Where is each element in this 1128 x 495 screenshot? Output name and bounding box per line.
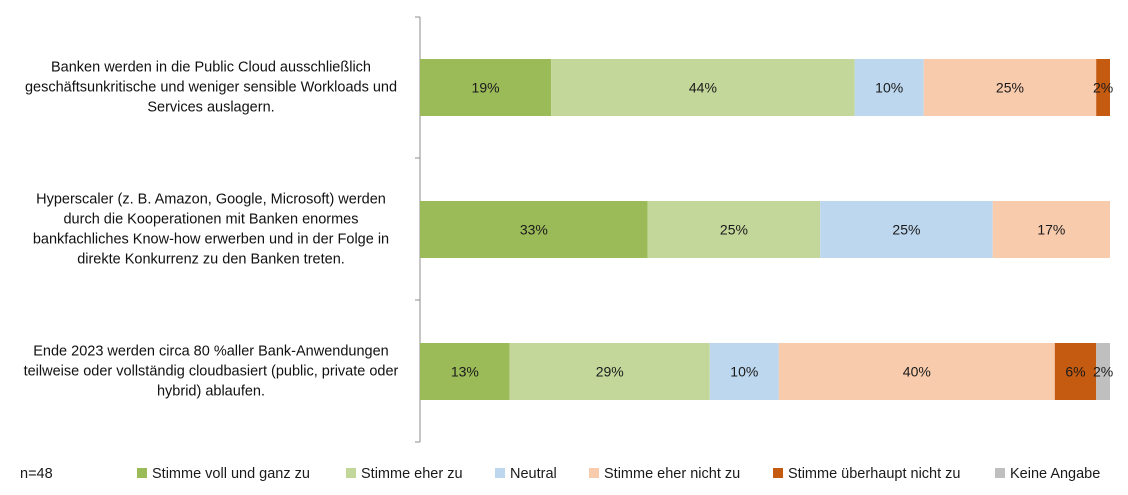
category-label-line: hybrid) ablaufen.	[157, 384, 265, 400]
bar-segment	[709, 343, 779, 400]
legend-swatch	[773, 468, 783, 478]
bar-segment	[820, 201, 993, 258]
bar-segment	[551, 59, 855, 116]
data-label: 44%	[689, 80, 717, 96]
bar-segment	[509, 343, 710, 400]
category-label: Ende 2023 werden circa 80 %aller Bank-An…	[24, 344, 399, 400]
data-label: 10%	[875, 80, 903, 96]
bar-segment	[778, 343, 1055, 400]
bar-segment	[923, 59, 1097, 116]
data-label-layer: 19% 44% 10% 25% 2% 33% 25% 25% 17% 13% 29% 10% 40% 6%…	[451, 80, 1113, 380]
data-label: 19%	[472, 80, 500, 96]
data-label: 13%	[451, 364, 479, 380]
legend-label: Stimme eher zu	[361, 466, 463, 482]
category-label: Banken werden in die Public Cloud aussch…	[25, 60, 397, 116]
category-label-line: Ende 2023 werden circa 80 %aller Bank-An…	[33, 344, 388, 360]
legend-label: Keine Angabe	[1010, 466, 1101, 482]
legend-label: Neutral	[510, 466, 557, 482]
data-label: 6%	[1065, 364, 1085, 380]
legend: n=48 Stimme voll und ganz zu Stimme eher …	[0, 463, 1128, 485]
category-label-line: teilweise oder vollständig cloudbasiert …	[24, 364, 399, 380]
legend-swatch	[495, 468, 505, 478]
legend-label: Stimme überhaupt nicht zu	[788, 466, 961, 482]
legend-swatch	[346, 468, 356, 478]
data-label: 25%	[720, 222, 748, 238]
data-label: 29%	[596, 364, 624, 380]
legend-swatch	[137, 468, 147, 478]
bar-segment	[854, 59, 924, 116]
bar-segment	[420, 201, 648, 258]
data-label: 10%	[730, 364, 758, 380]
data-label: 17%	[1037, 222, 1065, 238]
category-label: Hyperscaler (z. B. Amazon, Google, Micro…	[33, 192, 389, 268]
data-label: 2%	[1093, 364, 1113, 380]
legend-swatch	[589, 468, 599, 478]
bar-segment	[1096, 343, 1110, 400]
data-label: 25%	[892, 222, 920, 238]
data-label: 40%	[903, 364, 931, 380]
category-label-line: Hyperscaler (z. B. Amazon, Google, Micro…	[36, 192, 386, 208]
data-label: 2%	[1093, 80, 1113, 96]
category-label-layer: Banken werden in die Public Cloud aussch…	[24, 60, 399, 400]
legend-swatch	[995, 468, 1005, 478]
bar-segment	[420, 343, 510, 400]
category-label-line: Banken werden in die Public Cloud aussch…	[51, 60, 371, 76]
data-label: 33%	[520, 222, 548, 238]
bar-segment	[992, 201, 1110, 258]
data-label: 25%	[996, 80, 1024, 96]
bar-segment	[420, 59, 552, 116]
bar-segment	[647, 201, 821, 258]
category-label-line: durch die Kooperationen mit Banken enorm…	[63, 212, 358, 228]
category-label-line: geschäftsunkritische und weniger sensibl…	[25, 80, 397, 96]
bar-segment	[1096, 59, 1110, 116]
category-label-line: bankfachliches Know-how erwerben und in …	[33, 232, 389, 248]
bar-segment	[1054, 343, 1097, 400]
sample-size-note: n=48	[20, 466, 53, 482]
bar-layer	[420, 59, 1110, 400]
axis-layer	[415, 16, 421, 443]
legend-label: Stimme voll und ganz zu	[152, 466, 310, 482]
category-label-line: direkte Konkurrenz zu den Banken treten.	[77, 252, 345, 268]
category-label-line: Services auslagern.	[147, 100, 274, 116]
legend-label: Stimme eher nicht zu	[604, 466, 741, 482]
